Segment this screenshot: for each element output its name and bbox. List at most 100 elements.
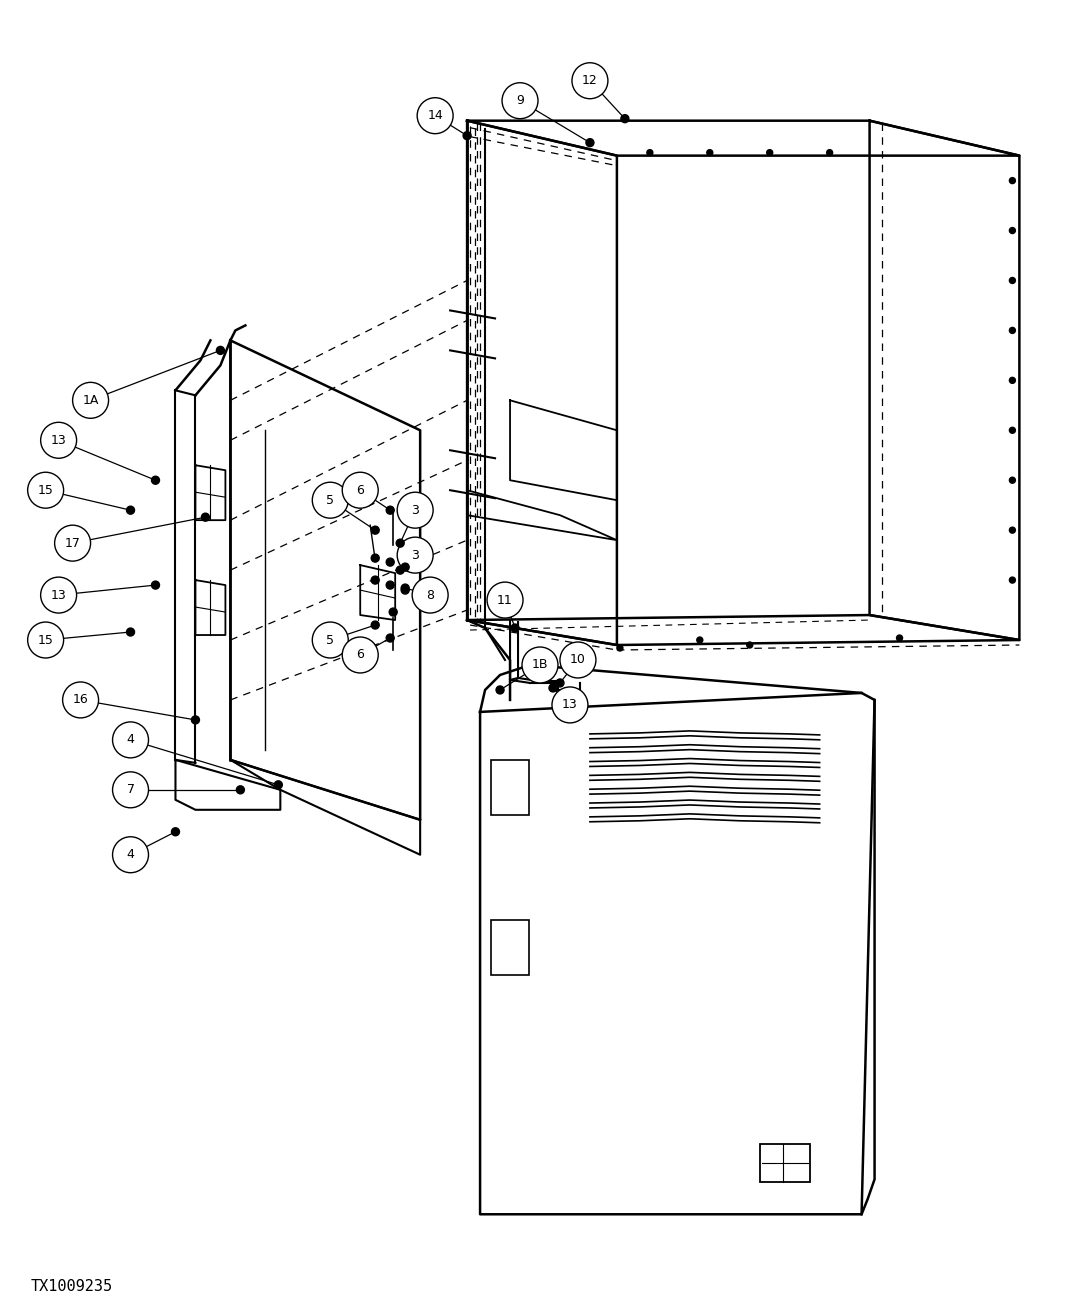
Circle shape (417, 98, 453, 134)
Circle shape (1010, 428, 1015, 433)
Circle shape (41, 422, 77, 458)
Circle shape (560, 642, 596, 678)
Circle shape (646, 150, 653, 155)
Circle shape (371, 554, 379, 562)
Circle shape (55, 526, 91, 561)
Circle shape (1010, 177, 1015, 184)
Text: 15: 15 (38, 634, 54, 647)
Circle shape (28, 622, 64, 659)
Circle shape (572, 63, 608, 99)
Text: 11: 11 (497, 593, 512, 606)
Circle shape (112, 772, 148, 807)
Circle shape (151, 582, 160, 589)
Circle shape (191, 716, 199, 724)
Text: 12: 12 (582, 74, 598, 87)
Circle shape (766, 150, 773, 155)
Circle shape (172, 828, 179, 836)
Circle shape (126, 506, 134, 514)
Circle shape (396, 566, 404, 574)
Text: 3: 3 (411, 549, 419, 562)
Text: TX1009235: TX1009235 (30, 1279, 112, 1294)
Circle shape (1010, 477, 1015, 484)
Circle shape (126, 629, 134, 636)
Circle shape (617, 645, 623, 651)
Circle shape (151, 476, 160, 484)
Circle shape (522, 647, 558, 683)
Text: 4: 4 (126, 848, 134, 861)
Circle shape (237, 786, 244, 794)
Text: 9: 9 (516, 94, 524, 107)
Circle shape (386, 582, 395, 589)
Circle shape (1010, 278, 1015, 283)
Circle shape (549, 685, 557, 692)
Text: 4: 4 (126, 733, 134, 746)
Circle shape (371, 576, 379, 584)
Circle shape (216, 347, 225, 355)
Circle shape (72, 382, 108, 419)
Circle shape (827, 150, 832, 155)
Text: 1B: 1B (532, 659, 548, 672)
Circle shape (312, 482, 348, 518)
Circle shape (201, 514, 210, 522)
Text: 14: 14 (427, 110, 443, 123)
Circle shape (586, 138, 593, 146)
Circle shape (747, 642, 752, 648)
Circle shape (397, 492, 433, 528)
Text: 3: 3 (411, 503, 419, 516)
Circle shape (386, 558, 395, 566)
Text: 5: 5 (326, 634, 334, 647)
Circle shape (707, 150, 712, 155)
Circle shape (371, 621, 379, 629)
Circle shape (511, 625, 519, 632)
Circle shape (502, 82, 538, 119)
Circle shape (28, 472, 64, 509)
Text: 8: 8 (426, 588, 435, 601)
Bar (491, 919, 529, 974)
Circle shape (41, 578, 77, 613)
Text: 10: 10 (570, 653, 586, 666)
Circle shape (1010, 377, 1015, 383)
Circle shape (401, 563, 410, 571)
Circle shape (401, 585, 410, 595)
Circle shape (312, 622, 348, 659)
Text: 13: 13 (51, 434, 67, 447)
Text: 15: 15 (38, 484, 54, 497)
Bar (760, 1145, 810, 1183)
Text: 13: 13 (562, 699, 578, 712)
Text: 16: 16 (72, 694, 89, 707)
Circle shape (1010, 327, 1015, 334)
Circle shape (112, 722, 148, 758)
Text: 5: 5 (326, 494, 334, 507)
Circle shape (697, 638, 703, 643)
Circle shape (63, 682, 98, 719)
Text: 6: 6 (357, 484, 364, 497)
Circle shape (556, 679, 564, 687)
Circle shape (389, 608, 397, 615)
Circle shape (343, 472, 378, 509)
Circle shape (620, 115, 629, 123)
Circle shape (463, 132, 471, 140)
Circle shape (1010, 227, 1015, 233)
Circle shape (396, 539, 404, 548)
Circle shape (112, 837, 148, 872)
Text: 17: 17 (65, 537, 81, 550)
Text: 13: 13 (51, 588, 67, 601)
Text: 6: 6 (357, 648, 364, 661)
Circle shape (488, 582, 523, 618)
Circle shape (343, 638, 378, 673)
Circle shape (397, 537, 433, 572)
Text: 7: 7 (126, 784, 134, 797)
Circle shape (896, 635, 903, 642)
Circle shape (1010, 578, 1015, 583)
Circle shape (386, 634, 395, 642)
Text: 1A: 1A (82, 394, 98, 407)
Circle shape (371, 526, 379, 535)
Circle shape (275, 781, 282, 789)
Circle shape (386, 506, 395, 514)
Circle shape (1010, 527, 1015, 533)
Circle shape (412, 578, 449, 613)
Circle shape (552, 687, 588, 722)
Circle shape (496, 686, 504, 694)
Circle shape (401, 584, 410, 592)
Bar (491, 760, 529, 815)
